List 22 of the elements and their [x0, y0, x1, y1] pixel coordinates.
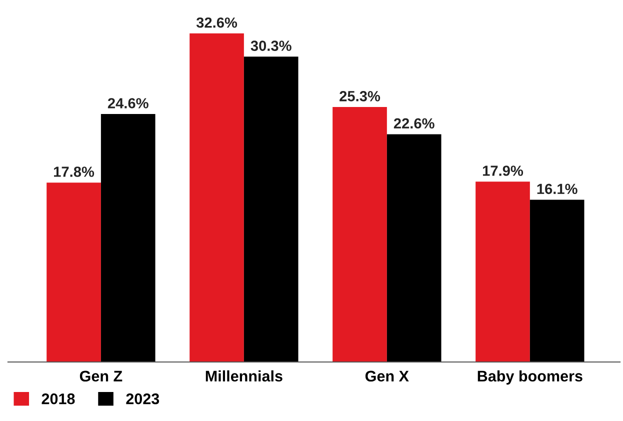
- data-label: 17.9%: [482, 166, 524, 176]
- bar: [100, 114, 156, 362]
- x-tick-label: Gen Z: [80, 370, 122, 382]
- data-label: 16.1%: [537, 184, 578, 194]
- data-label: 25.3%: [340, 91, 380, 102]
- data-label: 30.3%: [250, 40, 292, 51]
- bar: [476, 182, 530, 362]
- x-tick-label: Baby boomers: [478, 370, 582, 385]
- bar: [190, 33, 244, 362]
- bar: [244, 56, 298, 362]
- x-tick-label: Gen X: [365, 370, 409, 382]
- data-label: 32.6%: [196, 17, 238, 28]
- legend-label: 2023: [126, 393, 160, 404]
- bar: [530, 200, 584, 362]
- bar: [332, 107, 387, 362]
- data-label: 22.6%: [394, 118, 434, 129]
- data-label: 17.8%: [54, 166, 94, 177]
- x-tick-label: Millennials: [206, 370, 282, 382]
- bar: [46, 182, 101, 362]
- bar: [386, 134, 442, 362]
- legend-label: 2018: [42, 393, 75, 404]
- data-label: 24.6%: [108, 98, 148, 108]
